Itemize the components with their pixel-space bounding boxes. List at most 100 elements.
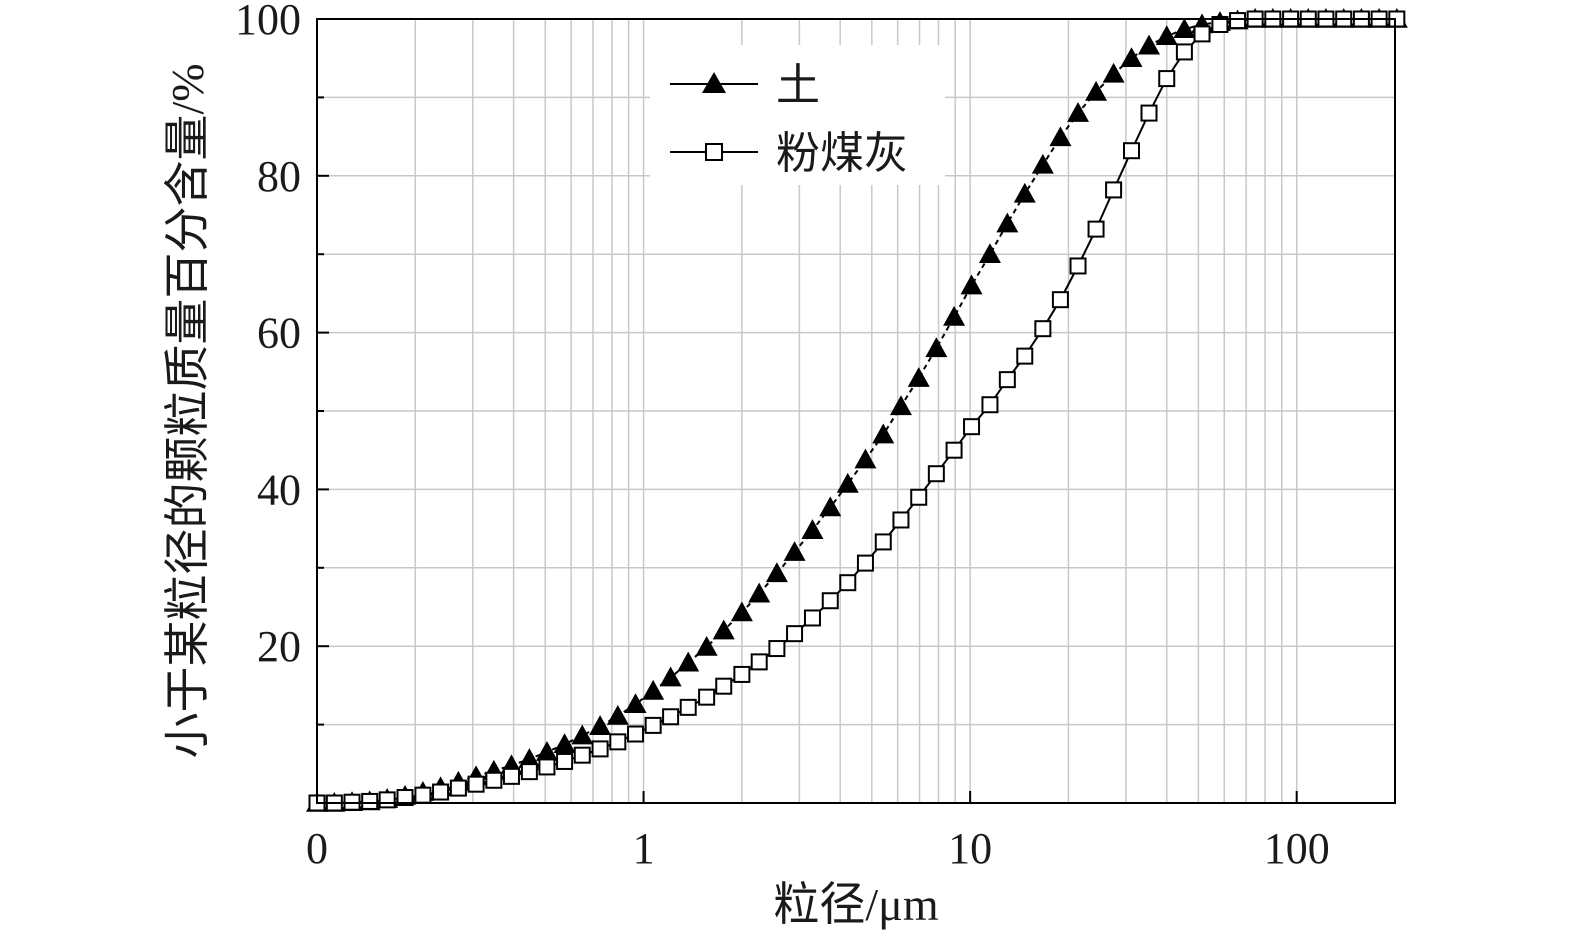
data-point-fly-ash [538,758,556,776]
data-point-fly-ash [573,746,591,764]
data-point-soil [1049,126,1072,147]
data-point-soil [606,704,629,725]
data-point-fly-ash [768,640,786,658]
data-point-fly-ash [821,592,839,610]
data-point-fly-ash [803,609,821,627]
data-point-fly-ash [1158,70,1176,88]
data-point-fly-ash [378,791,396,809]
data-point-fly-ash [927,465,945,483]
data-point-fly-ash [998,371,1016,389]
data-point-soil [518,748,541,768]
data-point-soil [836,472,859,493]
data-point-fly-ash [1051,291,1069,309]
data-point-fly-ash [981,396,999,414]
y-tick-labels: 20 40 60 80 100 [235,0,301,671]
data-point-fly-ash [361,792,379,810]
x-tick-label: 0 [306,824,328,873]
data-point-fly-ash [1087,220,1105,238]
data-point-soil [1031,153,1054,174]
data-point-soil [819,496,842,517]
data-point-soil [624,693,647,714]
data-point-soil [960,274,983,295]
y-tick-label: 80 [257,152,301,201]
data-point-soil [712,619,735,640]
data-point-soil [553,733,576,753]
data-point-soil [889,395,912,416]
data-point-soil [642,679,665,700]
data-point-soil [1155,25,1178,46]
legend-label-soil: 土 [776,61,820,110]
data-point-fly-ash [910,488,928,506]
data-point-fly-ash [1140,104,1158,122]
data-point-fly-ash [856,554,874,572]
x-tick-label: 100 [1264,824,1330,873]
data-point-fly-ash [1211,15,1229,33]
data-point-fly-ash [839,574,857,592]
data-point-soil [1120,47,1143,67]
data-point-fly-ash [1016,347,1034,365]
data-point-fly-ash [662,708,680,726]
data-point-fly-ash [627,725,645,743]
data-point-soil [589,715,612,735]
data-point-fly-ash [1034,320,1052,338]
data-point-fly-ash [715,677,733,695]
data-point-soil [1085,80,1108,101]
y-tick-label: 40 [257,465,301,514]
data-point-fly-ash [591,740,609,758]
data-point-fly-ash [698,688,716,706]
data-point-soil [978,243,1001,263]
x-tick-label: 10 [948,824,992,873]
y-tick-label: 100 [235,0,301,44]
y-tick-label: 60 [257,309,301,358]
data-point-soil [748,582,771,603]
x-axis-title: 粒径/μm [773,879,938,930]
y-axis-title: 小于某粒径的颗粒质量百分含量/% [162,63,213,758]
data-point-fly-ash [467,775,485,793]
legend-marker-filled-triangle [702,72,726,93]
data-point-soil [571,724,594,745]
data-point-fly-ash [1105,181,1123,199]
data-point-soil [765,562,788,583]
data-point-fly-ash [892,511,910,529]
data-point-fly-ash [750,653,768,671]
x-tick-label: 1 [633,824,655,873]
legend-item-fly-ash: 粉煤灰 [670,129,908,178]
data-point-fly-ash [414,786,432,804]
data-point-fly-ash [945,441,963,459]
data-point-fly-ash [733,665,751,683]
data-point-soil [1102,62,1125,83]
data-point-soil [1067,102,1090,122]
data-point-soil [801,519,824,539]
data-point-fly-ash [1175,43,1193,61]
data-point-soil [677,651,700,672]
data-point-soil [783,541,806,561]
data-point-fly-ash [396,789,414,807]
legend-label-fly-ash: 粉煤灰 [776,129,908,178]
data-point-fly-ash [874,533,892,551]
data-point-fly-ash [679,698,697,716]
data-point-fly-ash [432,783,450,801]
data-point-soil [854,448,877,469]
legend-background [650,45,945,185]
data-point-fly-ash [963,418,981,436]
data-point-soil [1138,34,1161,55]
data-point-soil [925,337,948,358]
legend-item-soil: 土 [670,61,820,110]
data-point-fly-ash [1193,25,1211,43]
data-point-soil [730,601,753,622]
data-point-fly-ash [786,625,804,643]
data-point-soil [535,741,558,761]
y-tick-label: 20 [257,622,301,671]
data-point-soil [943,305,966,326]
data-point-soil [659,666,682,687]
data-point-fly-ash [449,779,467,797]
data-point-fly-ash [1069,257,1087,275]
data-point-soil [1173,18,1196,38]
data-point-soil [695,635,718,656]
axis-ticks [317,18,1298,804]
legend: 土 粉煤灰 [650,45,945,185]
legend-marker-open-square [705,143,723,161]
data-point-fly-ash [644,716,662,734]
data-point-soil [1013,182,1036,203]
